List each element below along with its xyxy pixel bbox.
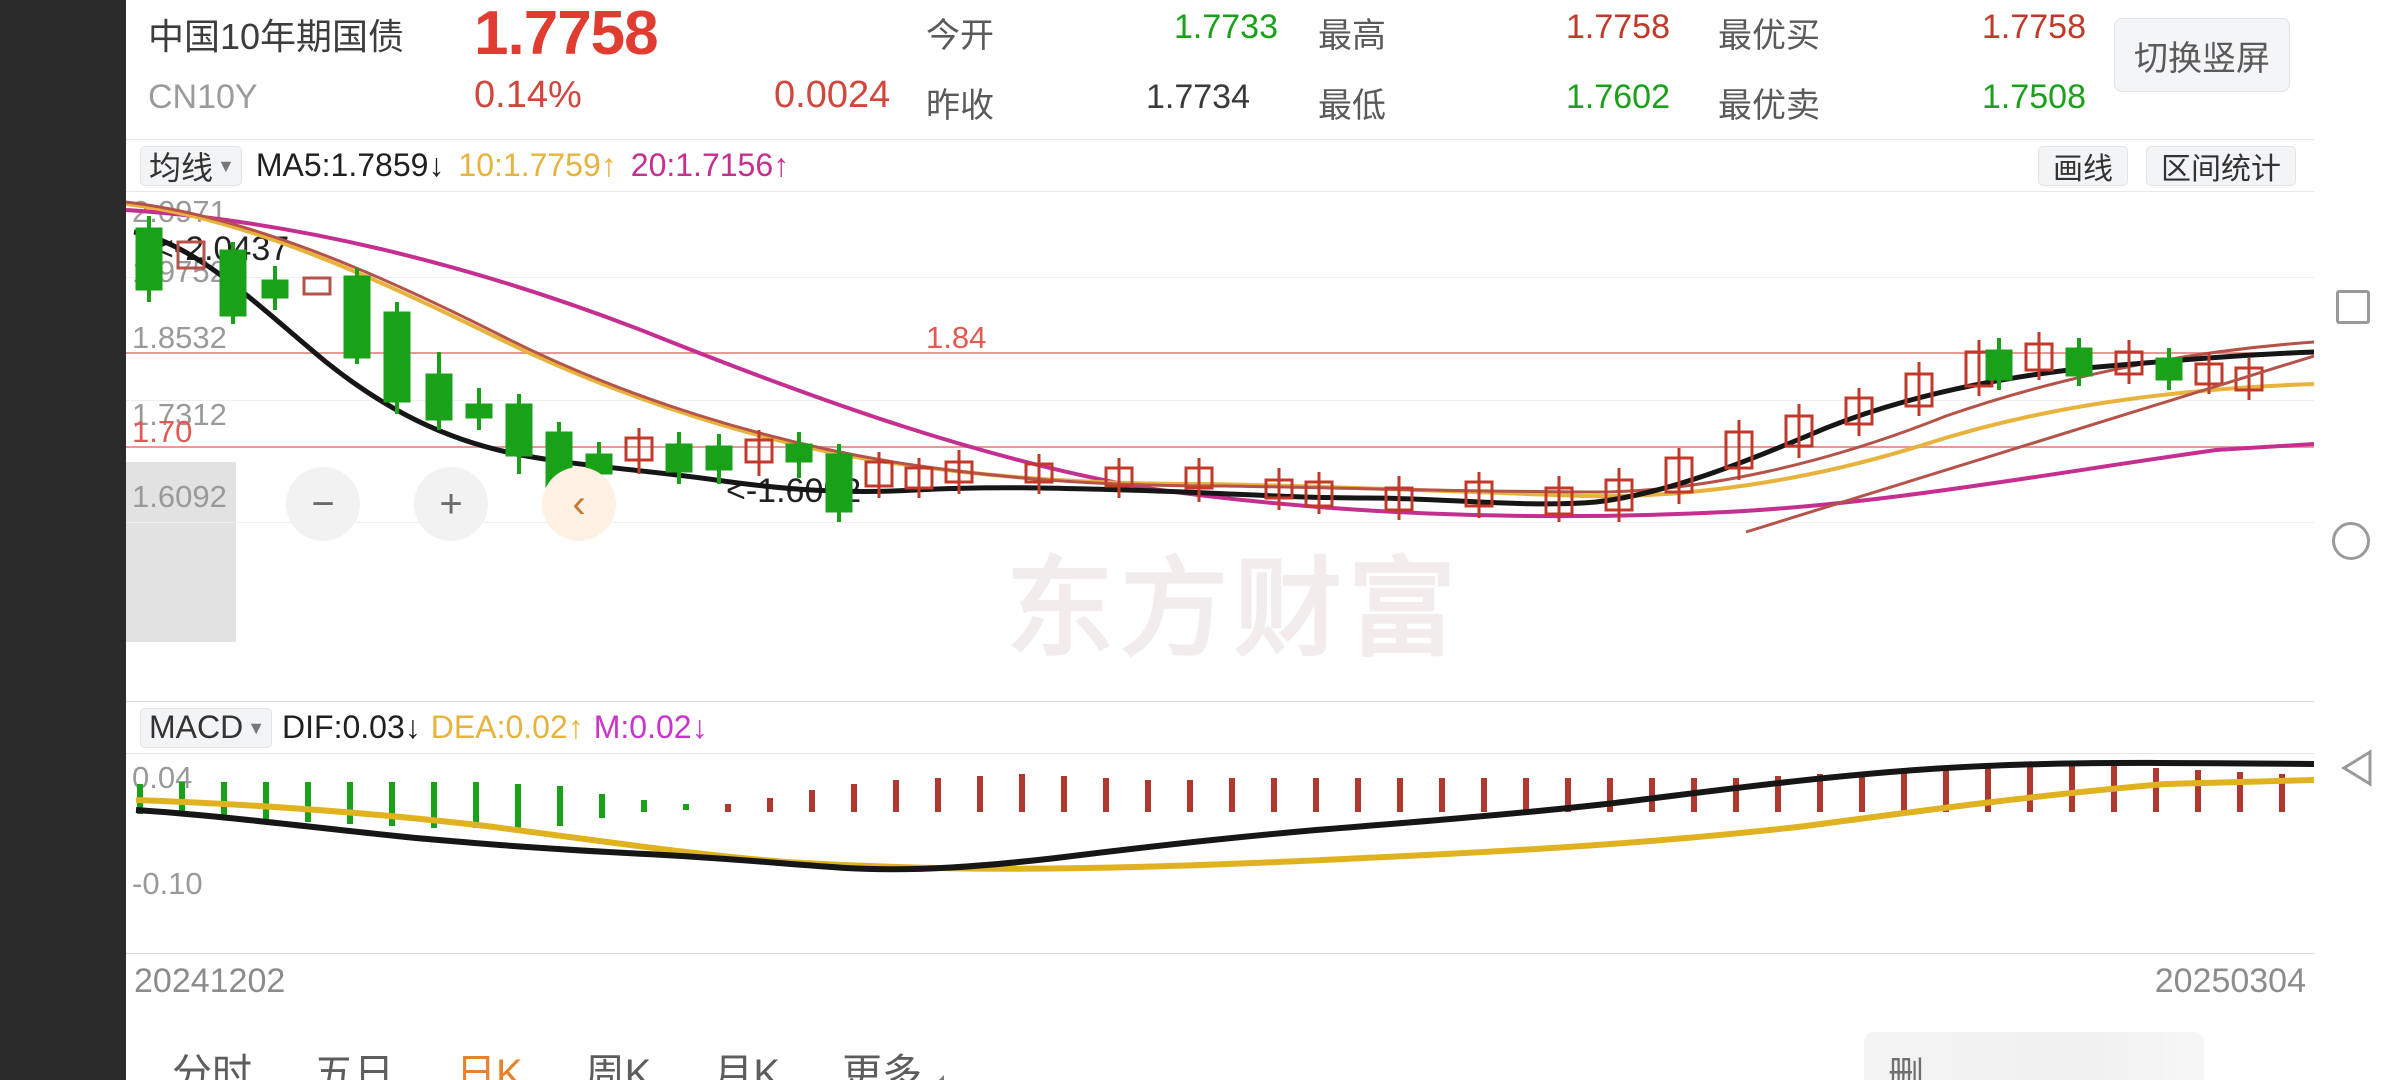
price-chart[interactable]: 东方财富 2.0971 1.9752 1.8532 1.7312 1.6092 … xyxy=(126,192,2314,702)
stat-value-low: 1.7602 xyxy=(1566,78,1670,116)
tab-intraday[interactable]: 分时 xyxy=(172,1041,252,1080)
reference-label-170: 1.70 xyxy=(132,414,193,449)
zoom-in-button[interactable]: + xyxy=(414,467,488,541)
reference-line-184 xyxy=(126,352,2314,354)
tab-weekly-k[interactable]: 周K xyxy=(585,1041,652,1080)
tab-daily-k[interactable]: 日K xyxy=(456,1041,523,1080)
nav-home-icon[interactable] xyxy=(2332,522,2370,560)
ma-indicator-bar: 均线 ▼ MA5:1.7859↓ 10:1.7759↑ 20:1.7156↑ 画… xyxy=(126,140,2314,192)
percent-change: 0.14% xyxy=(474,74,582,116)
tab-five-day[interactable]: 五日 xyxy=(314,1041,394,1080)
stat-value-high: 1.7758 xyxy=(1566,8,1670,46)
period-tabs: 分时 五日 日K 周K 月K 更多 删 xyxy=(126,1014,2314,1080)
tab-label: 月K xyxy=(713,1052,781,1080)
stat-label-bestask: 最优卖 xyxy=(1718,87,1820,125)
date-end: 20250304 xyxy=(2154,962,2306,1000)
date-start: 20241202 xyxy=(134,962,286,1000)
ma20-value: 20:1.7156↑ xyxy=(630,147,790,183)
floating-pill-label: 删 xyxy=(1888,1054,1925,1080)
stat-value-open: 1.7733 xyxy=(1174,8,1278,46)
macd-m-value: M:0.02↓ xyxy=(593,709,708,745)
date-axis: 20241202 20250304 xyxy=(126,954,2314,1014)
main-content: 中国10年期国债 CN10Y 1.7758 0.14% 0.0024 今开 1.… xyxy=(126,0,2314,1080)
tab-label: 五日 xyxy=(314,1052,394,1080)
draw-line-button[interactable]: 画线 xyxy=(2038,146,2128,186)
reference-line-170 xyxy=(126,446,2314,448)
tab-label: 周K xyxy=(584,1052,652,1080)
tab-label: 更多 xyxy=(842,1052,923,1080)
range-stats-button[interactable]: 区间统计 xyxy=(2146,146,2296,186)
price-axis-tick-3: 1.7312 xyxy=(132,397,227,432)
macd-chart[interactable]: 0.04 -0.10 xyxy=(126,754,2314,954)
stat-label-low: 最低 xyxy=(1318,87,1386,125)
instrument-name: 中国10年期国债 xyxy=(148,16,405,57)
macd-dif-value: DIF:0.03↓ xyxy=(282,709,421,745)
instrument-code: CN10Y xyxy=(148,78,258,116)
tab-label: 日K xyxy=(456,1052,523,1080)
macd-selector-chip[interactable]: MACD ▼ xyxy=(140,707,273,748)
stat-value-bestbid: 1.7758 xyxy=(1982,8,2086,46)
reference-label-184: 1.84 xyxy=(926,320,987,355)
stat-label-prevclose: 昨收 xyxy=(926,87,994,125)
stat-value-bestask: 1.7508 xyxy=(1982,78,2086,116)
floating-pill-blur xyxy=(1926,1032,2204,1080)
stat-label-open: 今开 xyxy=(926,17,994,55)
stat-label-high: 最高 xyxy=(1318,17,1386,55)
price-axis-tick-4: 1.6092 xyxy=(132,479,227,514)
macd-dea-value: DEA:0.02↑ xyxy=(430,709,584,745)
price-series-canvas xyxy=(126,200,2314,534)
nav-back-icon[interactable] xyxy=(2340,748,2374,793)
stat-value-prevclose: 1.7734 xyxy=(1146,78,1250,116)
floating-pill[interactable]: 删 xyxy=(1864,1032,2204,1080)
chevron-down-icon: ▼ xyxy=(217,155,235,176)
tab-label: 分时 xyxy=(172,1052,252,1080)
macd-axis-tick-1: -0.10 xyxy=(132,866,203,901)
ma5-value: MA5:1.7859↓ xyxy=(255,147,445,183)
macd-indicator-bar: MACD ▼ DIF:0.03↓ DEA:0.02↑ M:0.02↓ xyxy=(126,702,2314,754)
ma-selector-chip[interactable]: 均线 ▼ xyxy=(140,145,242,186)
device-bezel-left xyxy=(0,0,126,1080)
tab-monthly-k[interactable]: 月K xyxy=(713,1041,780,1080)
nav-recents-icon[interactable] xyxy=(2336,290,2370,324)
scroll-left-button[interactable]: ‹ xyxy=(542,467,616,541)
triangle-corner-icon xyxy=(918,1075,945,1080)
ma10-value: 10:1.7759↑ xyxy=(458,147,617,183)
stat-label-bestbid: 最优买 xyxy=(1718,17,1820,55)
ma-selector-label: 均线 xyxy=(149,149,214,186)
absolute-change: 0.0024 xyxy=(774,74,891,116)
device-nav-bar xyxy=(2314,0,2400,1080)
chart-tool-buttons: 画线 区间统计 xyxy=(2038,146,2296,186)
quote-header: 中国10年期国债 CN10Y 1.7758 0.14% 0.0024 今开 1.… xyxy=(126,0,2314,140)
macd-selector-label: MACD xyxy=(149,709,244,745)
last-price: 1.7758 xyxy=(474,0,659,68)
chart-watermark: 东方财富 xyxy=(1006,548,1463,669)
zoom-out-button[interactable]: − xyxy=(286,467,360,541)
toggle-portrait-button[interactable]: 切换竖屏 xyxy=(2114,18,2290,92)
price-axis-tick-2: 1.8532 xyxy=(132,320,227,355)
macd-series-canvas xyxy=(135,759,2314,873)
selection-band xyxy=(126,462,236,642)
chevron-down-icon: ▼ xyxy=(247,717,266,738)
tab-more[interactable]: 更多 xyxy=(842,1041,945,1080)
